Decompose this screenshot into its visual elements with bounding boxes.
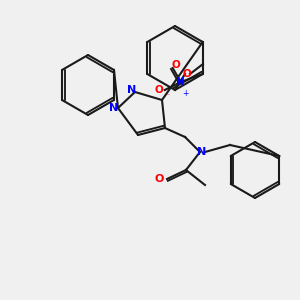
Text: O: O	[154, 174, 164, 184]
Text: ⁻: ⁻	[166, 91, 170, 100]
Text: N: N	[128, 85, 136, 95]
Text: N: N	[110, 103, 118, 113]
Text: O: O	[183, 69, 191, 79]
Text: O: O	[154, 85, 163, 95]
Text: N: N	[197, 147, 207, 157]
Text: O: O	[171, 60, 180, 70]
Text: N: N	[176, 77, 185, 87]
Text: +: +	[182, 89, 188, 98]
